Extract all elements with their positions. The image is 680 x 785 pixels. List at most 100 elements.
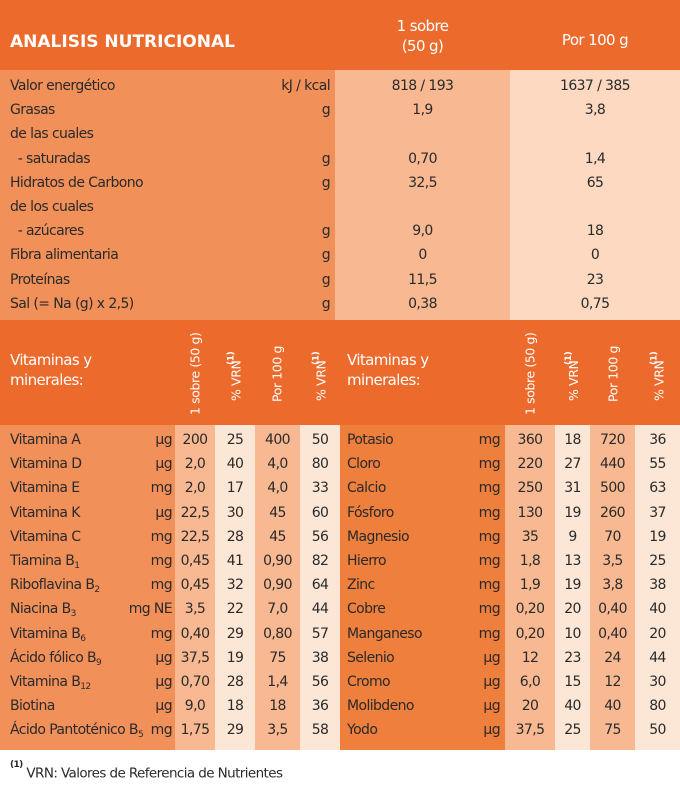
mineral-vrn-serving: 40	[564, 698, 581, 715]
mineral-per-100g: 260	[600, 504, 626, 521]
vitamin-serving: 0,45	[180, 577, 210, 594]
vitamin-name-text: Vitamina C	[10, 528, 81, 545]
vitamins-col-vrn1-label: % VRN	[228, 360, 244, 401]
minerals-col-vrn1-mark: (1)	[563, 352, 574, 366]
mineral-vrn-100g: 63	[649, 480, 666, 497]
mineral-per-100g: 500	[600, 480, 626, 497]
mineral-vrn-100g: 19	[649, 528, 666, 545]
nutrient-serving: 0,38	[408, 295, 437, 312]
vitamins-col-100g-header: Por 100 g	[258, 328, 296, 420]
nutrient-per-100g: 18	[586, 223, 604, 240]
nutrient-per-100g: 0,75	[580, 295, 610, 312]
vitamins-col-100g-label: Por 100 g	[269, 345, 285, 403]
minerals-col-serving-header: 1 sobre (50 g)	[512, 328, 548, 420]
vitamin-vrn-serving: 41	[226, 553, 244, 569]
vitamin-name: Tiamina B1	[10, 549, 80, 573]
mineral-per-100g: 70	[604, 528, 621, 545]
vitamin-per-100g: 0,90	[263, 577, 292, 594]
vitamin-serving: 9,0	[184, 698, 206, 715]
vitamin-name-text: Niacina B	[10, 601, 71, 618]
mineral-per-100g: 440	[600, 456, 626, 473]
vitamin-vrn-100g: 80	[311, 456, 329, 473]
mineral-unit: µg	[483, 674, 500, 690]
vitamin-vrn-100g: 50	[311, 432, 329, 448]
minerals-serving-column	[505, 425, 555, 750]
mineral-vrn-100g: 44	[649, 649, 666, 666]
mineral-vrn-serving: 9	[568, 528, 577, 545]
mineral-vrn-serving: 13	[564, 553, 581, 569]
vitamin-unit: µg	[155, 504, 172, 521]
vitamin-per-100g: 45	[269, 528, 286, 545]
footnote-mark: (1)	[10, 760, 23, 770]
vitamin-name: Ácido fólico B9	[10, 646, 102, 670]
vitamin-name-text: Riboflavina B	[10, 577, 95, 594]
vitamin-vrn-serving: 22	[226, 601, 244, 618]
mineral-unit: mg	[478, 480, 501, 497]
vitamins-100g-column	[255, 425, 300, 750]
mineral-per-100g: 24	[604, 649, 621, 666]
vitamin-unit: mg	[150, 528, 173, 545]
vitamin-name: Vitamina B6	[10, 622, 86, 646]
mineral-serving: 250	[517, 480, 544, 497]
nutrient-serving: 0,70	[408, 150, 437, 167]
vitamin-vrn-serving: 29	[226, 722, 244, 739]
mineral-name: Cloro	[347, 456, 381, 473]
nutrient-per-100g: 65	[586, 174, 604, 191]
mineral-unit: µg	[483, 649, 500, 666]
vitamin-serving: 37,5	[180, 649, 210, 666]
vitamin-per-100g: 75	[269, 649, 286, 666]
nutrient-serving: 1,9	[412, 102, 433, 119]
minerals-title-line1: Vitaminas y	[347, 351, 429, 369]
mineral-name: Potasio	[347, 432, 394, 448]
nutrient-unit: g	[321, 223, 331, 240]
vitamin-serving: 2,0	[184, 480, 206, 497]
vitamin-name: Vitamina K	[10, 501, 80, 525]
nutrient-unit: g	[321, 150, 331, 167]
nutrient-serving: 818 / 193	[391, 78, 454, 94]
vitamin-unit: mg	[150, 722, 173, 739]
mineral-serving: 12	[521, 649, 539, 666]
mineral-vrn-serving: 25	[564, 722, 581, 739]
vitamin-per-100g: 18	[269, 698, 286, 715]
mineral-vrn-100g: 50	[649, 722, 666, 739]
vitamin-per-100g: 0,80	[263, 625, 292, 642]
mineral-vrn-100g: 30	[649, 674, 666, 690]
vitamin-name: Vitamina D	[10, 452, 82, 476]
nutrient-unit: kJ / kcal	[281, 78, 330, 94]
vitamin-per-100g: 0,90	[263, 553, 292, 569]
mineral-unit: mg	[478, 432, 501, 448]
mineral-per-100g: 40	[604, 698, 621, 715]
nutrient-per-100g: 1637 / 385	[560, 78, 631, 94]
vitamin-serving: 22,5	[180, 528, 210, 545]
vitamin-name: Vitamina A	[10, 428, 81, 452]
vitamin-serving: 0,70	[180, 674, 210, 690]
mineral-name: Magnesio	[347, 528, 410, 545]
mineral-unit: mg	[478, 553, 501, 569]
vitamin-unit: mg NE	[128, 601, 173, 618]
mineral-serving: 0,20	[515, 625, 545, 642]
vitamin-per-100g: 45	[269, 504, 286, 521]
nutrient-serving-column	[335, 70, 510, 320]
vitamin-vrn-serving: 32	[226, 577, 244, 594]
mineral-serving: 1,9	[519, 577, 541, 594]
mineral-unit: mg	[478, 456, 501, 473]
nutrient-name: Grasas	[10, 102, 55, 119]
mineral-unit: mg	[478, 625, 501, 642]
vitamin-vrn-serving: 25	[226, 432, 244, 448]
vitamin-subscript: 12	[80, 682, 91, 692]
vitamin-per-100g: 7,0	[267, 601, 288, 618]
minerals-vrn2-column	[635, 425, 680, 750]
vitamin-subscript: 9	[96, 657, 102, 668]
mineral-serving: 220	[517, 456, 544, 473]
mineral-vrn-serving: 19	[564, 504, 581, 521]
vitamins-col-vrn2-header: % VRN(1)	[302, 328, 338, 420]
vitamin-name-text: Vitamina K	[10, 504, 80, 521]
nutrient-name: de los cuales	[10, 199, 94, 215]
vitamin-vrn-100g: 56	[311, 674, 329, 690]
minerals-label-column	[340, 425, 505, 750]
minerals-100g-column	[590, 425, 635, 750]
nutrient-name: Hidratos de Carbono	[10, 174, 144, 191]
mineral-vrn-serving: 10	[564, 625, 581, 642]
vitamin-vrn-100g: 56	[311, 528, 329, 545]
mineral-vrn-100g: 25	[649, 553, 666, 569]
